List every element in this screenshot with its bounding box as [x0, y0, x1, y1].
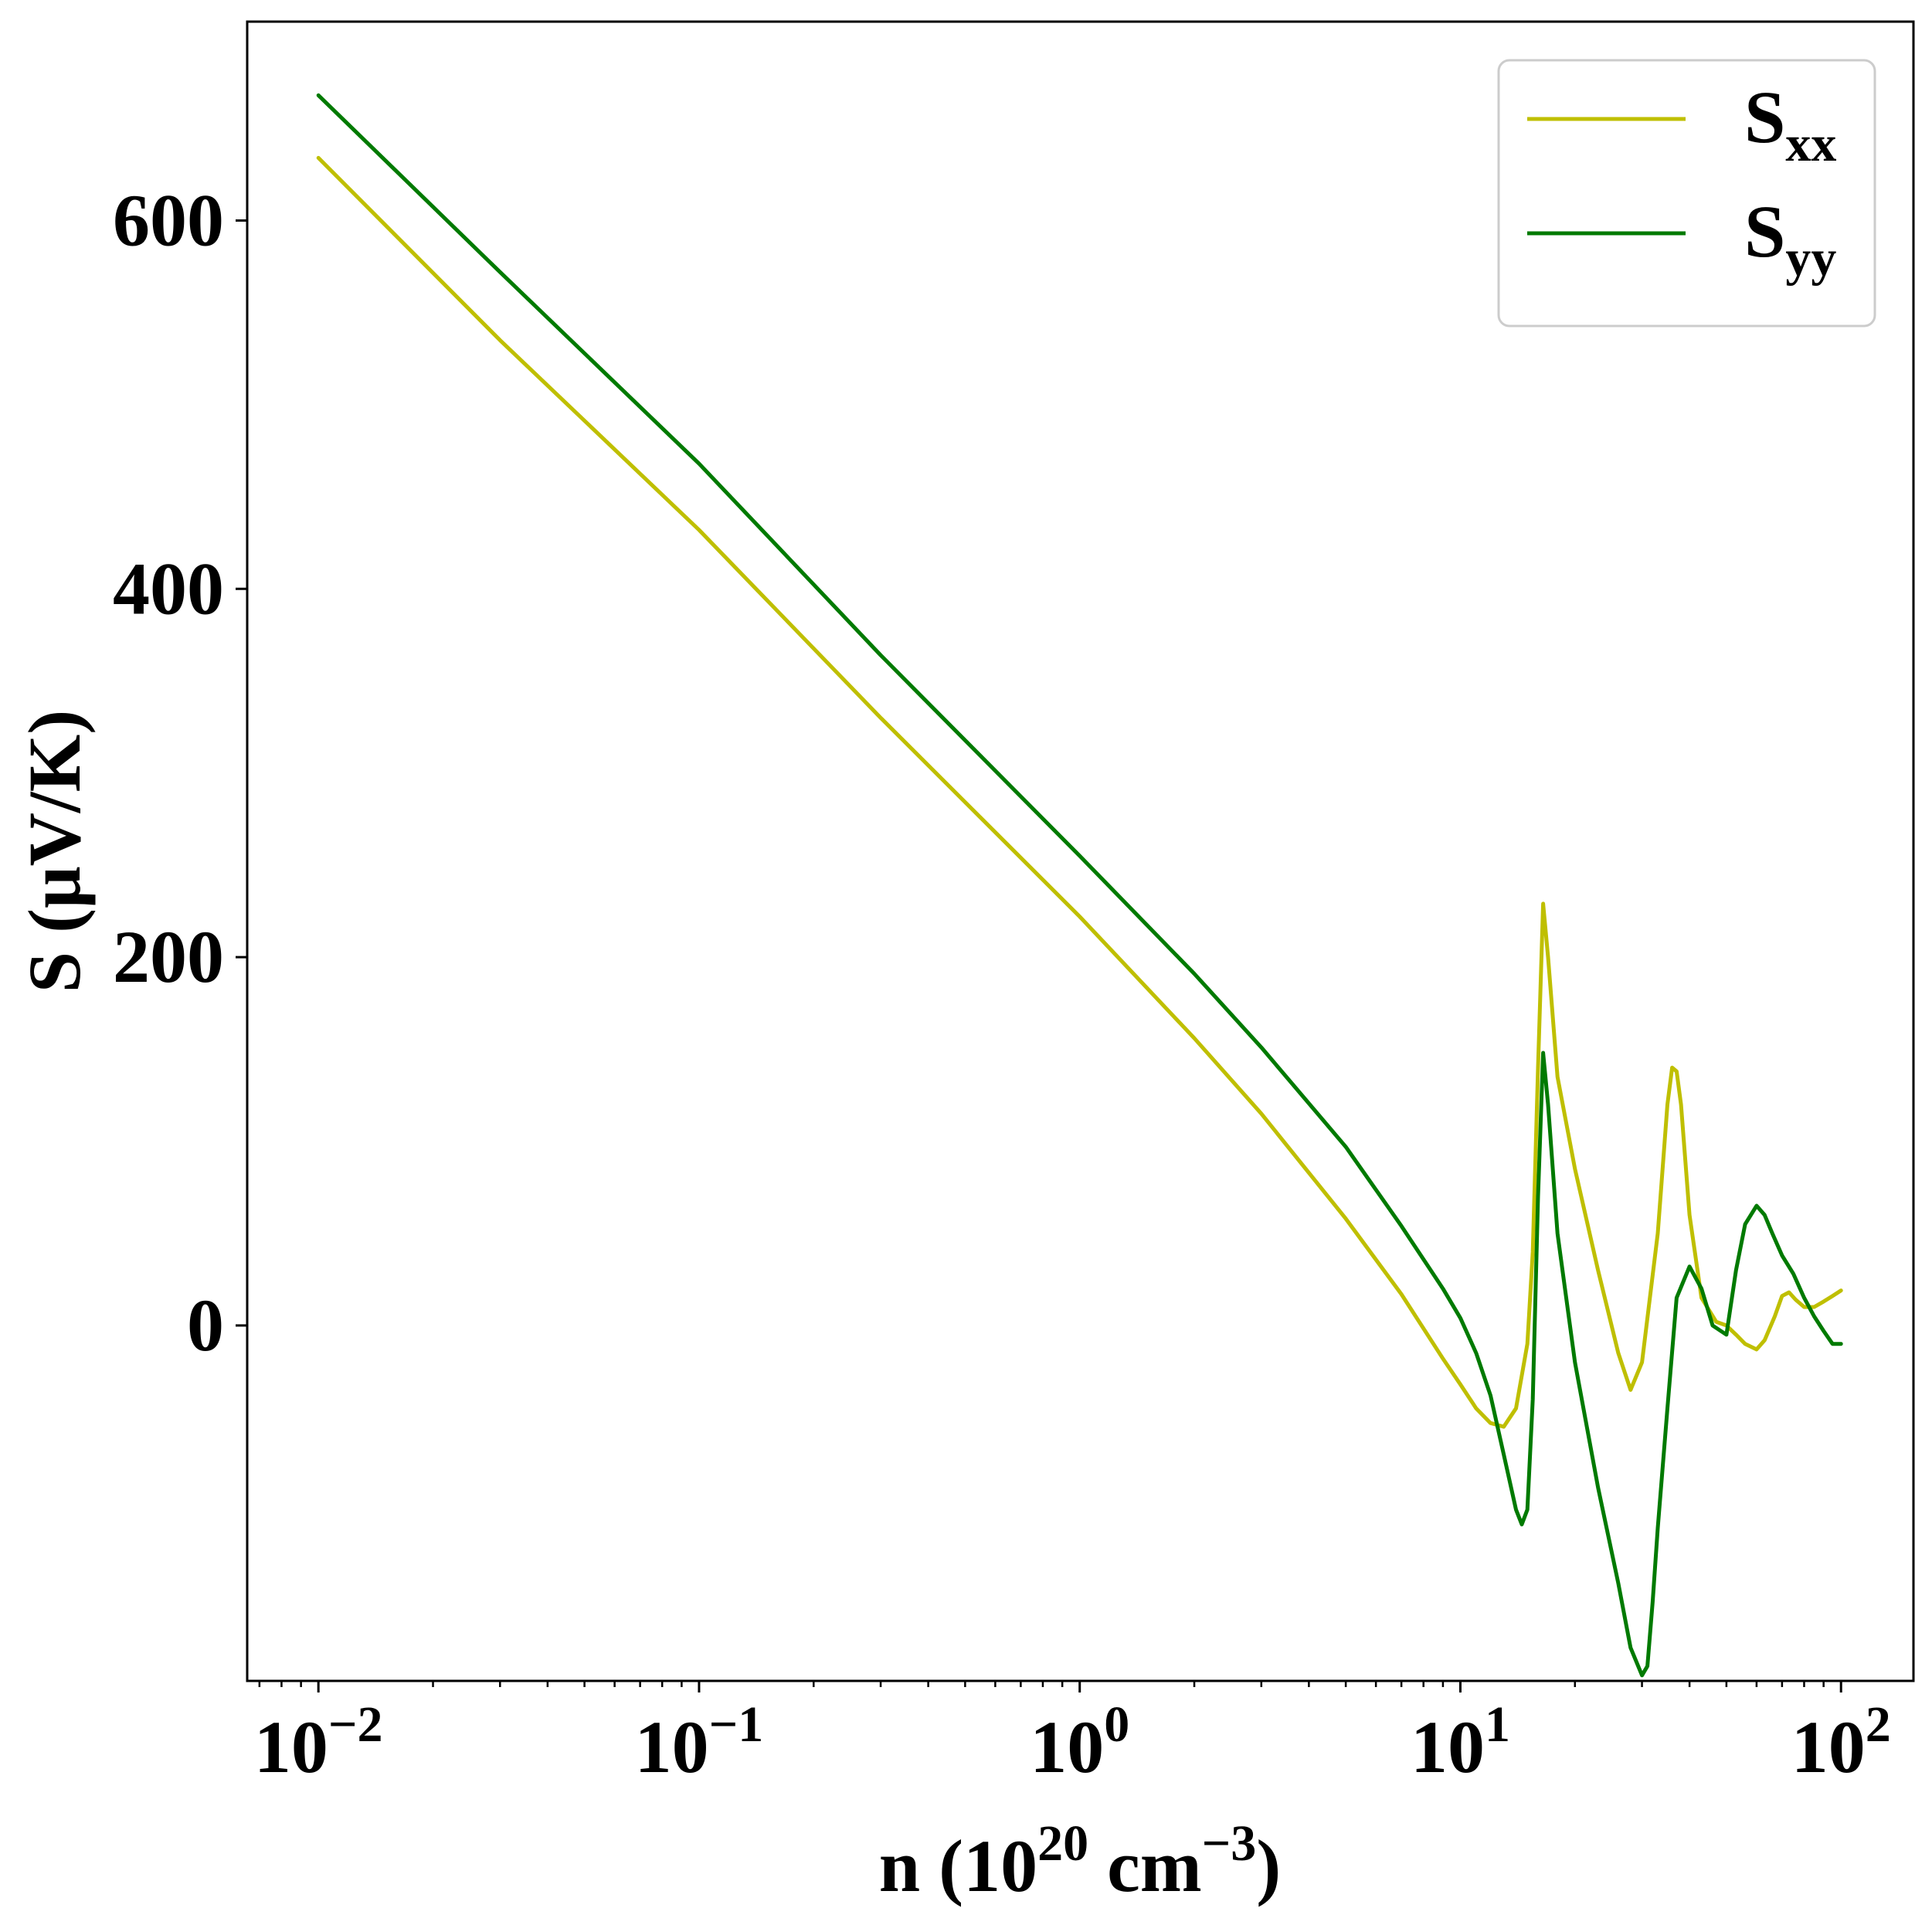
x-tick-label-exponent: 2: [1866, 1696, 1891, 1753]
x-tick-label: 100: [1030, 1696, 1129, 1788]
x-axis-label-mid: cm: [1088, 1825, 1202, 1907]
x-tick-label-exponent: 0: [1104, 1696, 1129, 1753]
y-tick-label: 400: [113, 547, 224, 630]
legend-box: [1497, 59, 1876, 328]
x-tick-label-base: 10: [1030, 1706, 1104, 1788]
x-tick-label: 102: [1791, 1696, 1891, 1788]
x-tick-label-exponent: −1: [709, 1696, 764, 1753]
x-tick-label: 10−2: [254, 1696, 383, 1788]
y-ticks: 0 200 400 600: [113, 178, 247, 1367]
x-axis-label-sup2: −3: [1202, 1815, 1257, 1872]
x-axis-label-end: ): [1256, 1825, 1281, 1907]
y-axis-label: S (μV/K): [13, 710, 96, 993]
y-tick-label: 0: [187, 1284, 224, 1367]
legend-label-syy: Syy: [1744, 190, 1836, 287]
x-tick-label: 101: [1411, 1696, 1510, 1788]
x-tick-label-base: 10: [254, 1706, 328, 1788]
legend-label-sxx-main: S: [1744, 76, 1785, 158]
x-minor-ticks: [258, 1681, 1825, 1687]
legend: Sxx Syy: [1497, 59, 1876, 328]
x-axis-label-base: n (10: [879, 1825, 1037, 1907]
x-tick-label-base: 10: [635, 1706, 709, 1788]
x-axis-label: n (1020 cm−3): [879, 1815, 1282, 1907]
x-ticks: 10−2 10−1 100 101 102: [254, 1681, 1891, 1788]
x-tick-label-base: 10: [1411, 1706, 1485, 1788]
legend-label-sxx: Sxx: [1744, 76, 1836, 172]
x-axis-label-sup1: 20: [1037, 1815, 1088, 1872]
x-tick-label: 10−1: [635, 1696, 764, 1788]
plot-lines: [316, 93, 1843, 1678]
x-tick-label-exponent: −2: [328, 1696, 383, 1753]
x-tick-label-base: 10: [1791, 1706, 1866, 1788]
x-tick-label-exponent: 1: [1485, 1696, 1510, 1753]
legend-label-syy-main: S: [1744, 190, 1785, 273]
y-tick-label: 200: [113, 915, 224, 998]
series-line-sxx: [316, 155, 1843, 1429]
series-line-syy: [316, 93, 1843, 1678]
legend-label-sxx-sub: xx: [1785, 116, 1836, 172]
y-tick-label: 600: [113, 178, 224, 261]
legend-label-syy-sub: yy: [1785, 230, 1836, 287]
